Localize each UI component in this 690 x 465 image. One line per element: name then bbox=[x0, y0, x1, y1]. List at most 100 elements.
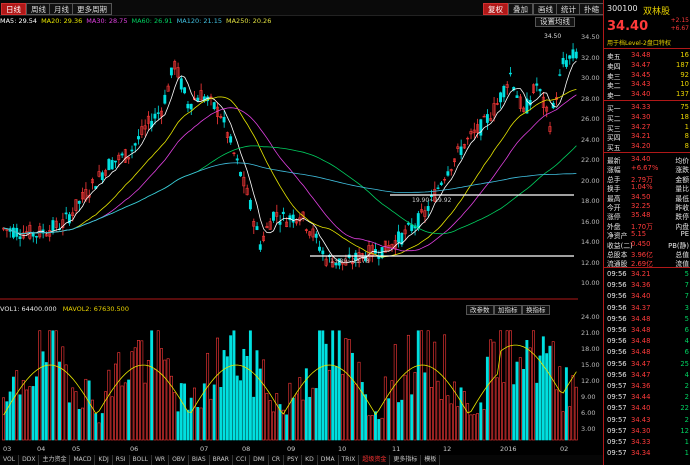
tick-row: 09:57 34.33 1 bbox=[607, 438, 689, 447]
stat-label: 净资产 bbox=[607, 232, 628, 241]
edit-params-button[interactable]: 改参数 bbox=[466, 305, 494, 315]
volume-bar bbox=[456, 406, 460, 441]
stat-row: 总手 2.79万 金额 bbox=[607, 174, 689, 184]
tick-volume: 2 bbox=[684, 382, 689, 390]
price-tick-label: 16.00 bbox=[581, 217, 600, 226]
overlay-button[interactable]: 叠加 bbox=[508, 3, 533, 15]
volume-chart[interactable] bbox=[0, 305, 578, 445]
candle-body bbox=[229, 136, 233, 143]
candlestick-chart[interactable]: 19.90~19.92 13.89~13.78 34.50 bbox=[0, 28, 578, 300]
volume-bar bbox=[150, 330, 154, 441]
indicator-tab[interactable]: MACD bbox=[70, 455, 96, 465]
candle-body bbox=[255, 226, 259, 230]
candle-body bbox=[189, 103, 193, 110]
price-tick-label: 20.00 bbox=[581, 176, 600, 185]
candle-body bbox=[318, 246, 321, 251]
tick-volume: 1 bbox=[684, 438, 689, 446]
candle-body bbox=[443, 179, 447, 181]
candle-body bbox=[271, 211, 275, 221]
volume-bar bbox=[364, 394, 368, 441]
add-indicator-button[interactable]: 加指标 bbox=[494, 305, 522, 315]
indicator-tab[interactable]: DDX bbox=[19, 455, 40, 465]
adjust-button[interactable]: 复权 bbox=[483, 3, 508, 15]
indicator-tab[interactable]: CCI bbox=[233, 455, 251, 465]
support-annotation: 13.89~13.78 bbox=[330, 258, 370, 265]
time-tick-label: 03 bbox=[3, 445, 12, 453]
candle-body bbox=[479, 119, 483, 136]
candle-body bbox=[538, 88, 542, 92]
volume-bar bbox=[212, 384, 216, 441]
indicator-tab[interactable]: RSI bbox=[113, 455, 130, 465]
tick-row: 09:57 34.36 2 bbox=[607, 382, 689, 391]
candle-body bbox=[288, 215, 292, 221]
candle-body bbox=[275, 212, 279, 217]
candle-body bbox=[186, 103, 190, 109]
tick-row: 09:56 34.21 5 bbox=[607, 270, 689, 279]
bid-price: 34.20 bbox=[631, 142, 651, 151]
candle-body bbox=[258, 244, 262, 250]
volume-bar bbox=[265, 392, 269, 441]
switch-indicator-button[interactable]: 换指标 bbox=[522, 305, 550, 315]
zoom-button[interactable]: 扑缩 bbox=[579, 3, 604, 15]
period-month-button[interactable]: 月线 bbox=[49, 3, 74, 15]
volume-bar bbox=[535, 382, 539, 441]
period-day-button[interactable]: 日线 bbox=[1, 3, 26, 15]
volume-bar bbox=[219, 387, 223, 441]
tick-price: 34.48 bbox=[631, 314, 651, 323]
bid-label: 买三 bbox=[607, 124, 621, 133]
indicator-tab[interactable]: TRIX bbox=[339, 455, 360, 465]
indicator-tab[interactable]: 模板 bbox=[421, 455, 441, 465]
stat-label-2: 量比 bbox=[675, 185, 689, 194]
candle-body bbox=[278, 221, 282, 225]
volume-bar bbox=[492, 341, 496, 441]
tick-price: 34.48 bbox=[631, 348, 651, 357]
indicator-tab[interactable]: 主力资金 bbox=[39, 455, 71, 465]
candle-body bbox=[472, 129, 476, 134]
bid-volume: 18 bbox=[680, 112, 689, 121]
period-week-button[interactable]: 周线 bbox=[26, 3, 51, 15]
more-periods-button[interactable]: 更多周期 bbox=[72, 3, 112, 15]
volume-bar bbox=[41, 351, 45, 441]
indicator-tab[interactable]: KDJ bbox=[95, 455, 113, 465]
volume-bar bbox=[2, 397, 5, 441]
stat-row: 今开 32.25 昨收 bbox=[607, 202, 689, 212]
stats-button[interactable]: 统计 bbox=[556, 3, 581, 15]
indicator-tab[interactable]: KD bbox=[302, 455, 318, 465]
candle-body bbox=[123, 149, 127, 163]
candle-body bbox=[446, 171, 450, 176]
indicator-tab[interactable]: DMI bbox=[250, 455, 269, 465]
volume-bar bbox=[262, 359, 266, 441]
indicator-tab[interactable]: 更多指标 bbox=[390, 455, 422, 465]
set-ma-button[interactable]: 设置均线 bbox=[535, 17, 575, 27]
volume-bar bbox=[160, 348, 163, 441]
time-tick-label: 04 bbox=[37, 445, 46, 453]
candle-body bbox=[18, 236, 22, 239]
price-tick-label: 12.00 bbox=[581, 258, 600, 267]
bid-row: 买四 34.21 8 bbox=[607, 132, 689, 142]
indicator-tab[interactable]: 超级资金 bbox=[359, 455, 391, 465]
volume-bar bbox=[545, 353, 549, 441]
stat-label-2: PE bbox=[680, 230, 689, 239]
candle-body bbox=[239, 171, 242, 177]
tick-row: 09:56 34.36 7 bbox=[607, 281, 689, 290]
indicator-tab[interactable]: OBV bbox=[169, 455, 189, 465]
indicator-tab[interactable]: VOL bbox=[0, 455, 20, 465]
stat-label: 换手 bbox=[607, 185, 621, 194]
tick-price: 34.47 bbox=[631, 359, 651, 368]
indicator-tab[interactable]: BRAR bbox=[210, 455, 233, 465]
indicator-tab[interactable]: WR bbox=[152, 455, 170, 465]
candle-body bbox=[5, 229, 9, 231]
indicator-tab[interactable]: CR bbox=[269, 455, 285, 465]
stat-label-2: 流值 bbox=[675, 260, 689, 269]
indicator-tab[interactable]: BOLL bbox=[130, 455, 152, 465]
tick-volume: 6 bbox=[684, 326, 689, 334]
indicator-tab[interactable]: PSY bbox=[284, 455, 303, 465]
level2-link[interactable]: 用于档Level-2盘口特权 bbox=[607, 40, 671, 47]
draw-line-button[interactable]: 画线 bbox=[533, 3, 558, 15]
tick-volume: 22 bbox=[680, 404, 689, 413]
indicator-tab[interactable]: DMA bbox=[318, 455, 339, 465]
volume-bar bbox=[508, 330, 512, 441]
ma-legend-item: MA250: 20.26 bbox=[226, 17, 272, 25]
tick-volume: 12 bbox=[680, 426, 689, 435]
indicator-tab[interactable]: BIAS bbox=[189, 455, 210, 465]
